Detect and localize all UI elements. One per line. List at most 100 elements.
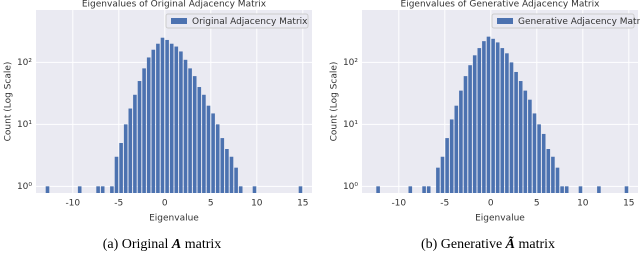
histogram-bar: [215, 124, 220, 193]
histogram-bar: [426, 186, 431, 193]
histogram-bar: [495, 42, 500, 194]
histogram-bar: [518, 81, 523, 193]
x-tick-label: 5: [534, 199, 540, 209]
histogram-bar: [541, 133, 546, 193]
histogram-bar: [445, 138, 449, 193]
histogram-bar: [537, 124, 541, 193]
histogram-bar: [472, 55, 477, 194]
histogram-bar: [229, 156, 234, 193]
caption-part: matrix: [185, 237, 222, 252]
histogram-bar: [179, 51, 183, 193]
x-tick-label: -10: [391, 199, 406, 209]
x-tick-label: 10: [577, 199, 589, 209]
histogram-bar: [482, 41, 486, 193]
histogram-bar: [252, 186, 257, 193]
histogram-bar: [133, 94, 137, 193]
x-tick-label: 15: [297, 199, 308, 209]
histogram-bar: [114, 156, 119, 193]
caption-part: matrix: [519, 237, 556, 252]
caption: (b) Generative Ã matrix: [421, 234, 555, 252]
histogram-bar: [528, 99, 532, 193]
histogram-bar: [505, 53, 509, 193]
caption-part: (b) Generative: [421, 237, 502, 252]
histogram-bar: [555, 167, 560, 193]
histogram-bar: [183, 59, 188, 193]
histogram-bar: [151, 49, 156, 194]
y-tick-label: 10⁰: [343, 182, 358, 192]
histogram-bar: [500, 48, 505, 193]
legend-box: [491, 13, 635, 29]
histogram-bar: [624, 186, 629, 193]
histogram-bar: [234, 167, 238, 193]
y-axis-label: Count (Log Scale): [330, 62, 340, 142]
histogram-bar: [440, 156, 445, 193]
histogram-bar: [225, 149, 229, 193]
x-tick-label: 0: [488, 199, 494, 209]
histogram-bar: [220, 138, 225, 193]
histogram-bar: [436, 167, 440, 193]
histogram-bar: [454, 105, 459, 193]
chart-title: Eigenvalues of Generative Adjacency Matr…: [401, 0, 601, 10]
histogram-bar: [298, 186, 303, 193]
caption-part: A: [171, 237, 181, 252]
y-tick-label: 10⁰: [17, 182, 32, 192]
histogram-bar: [137, 81, 142, 193]
histogram-bar: [169, 43, 174, 193]
x-axis-label: Eigenvalue: [149, 214, 199, 224]
histogram-bar: [100, 186, 105, 193]
legend-label: Original Adjacency Matrix: [192, 17, 308, 27]
histogram-bar: [160, 37, 165, 194]
histogram-bar: [449, 119, 454, 193]
histogram-bar: [422, 186, 426, 193]
histogram-bar: [486, 36, 491, 193]
histogram-bar: [165, 39, 169, 194]
histogram-bar: [96, 186, 100, 193]
x-tick-label: -10: [65, 199, 80, 209]
caption-part: (a) Original: [103, 237, 169, 252]
histogram-bar: [197, 87, 202, 193]
histogram-bar: [123, 124, 128, 193]
histogram-bar: [45, 186, 50, 193]
plot-background: [362, 10, 638, 193]
histogram-bar: [546, 149, 551, 193]
y-tick-label: 10²: [17, 58, 32, 68]
y-axis-label: Count (Log Scale): [4, 62, 14, 142]
histogram-bar: [376, 186, 380, 193]
histogram-bar: [206, 105, 211, 193]
histogram-bar: [202, 94, 206, 193]
x-tick-label: 15: [623, 199, 634, 209]
x-tick-label: 10: [251, 199, 263, 209]
histogram-bar: [514, 71, 518, 193]
histogram-bar: [477, 48, 482, 193]
histogram-bar: [110, 186, 114, 193]
x-tick-label: 5: [208, 199, 214, 209]
legend-swatch: [171, 18, 187, 24]
histogram-bar: [532, 113, 537, 193]
histogram-bar: [491, 38, 495, 193]
histogram-bar: [77, 186, 82, 193]
histogram-bar: [551, 156, 555, 193]
x-tick-label: 0: [162, 199, 168, 209]
histogram-bar: [578, 186, 583, 193]
histogram-bar: [238, 186, 243, 193]
y-tick-label: 10¹: [343, 120, 358, 130]
histogram-bar: [192, 76, 197, 193]
histogram-bar: [188, 68, 192, 193]
histogram-bar: [119, 142, 123, 193]
legend-swatch: [497, 18, 513, 24]
histogram-bar: [564, 186, 569, 193]
y-tick-label: 10²: [343, 58, 358, 68]
histogram-bar: [560, 186, 564, 193]
histogram-bar: [468, 65, 472, 193]
plot-background: [36, 10, 312, 193]
histogram-bar: [459, 90, 463, 193]
histogram-bar: [174, 46, 179, 193]
caption-part: Ã: [505, 234, 515, 252]
chart-title: Eigenvalues of Original Adjacency Matrix: [82, 0, 267, 10]
caption: (a) Original A matrix: [103, 237, 222, 252]
legend-label: Generative Adjacency Matrix: [518, 17, 640, 27]
histogram-bar: [211, 113, 215, 193]
y-tick-label: 10¹: [17, 120, 32, 130]
histogram-bar: [408, 186, 413, 193]
